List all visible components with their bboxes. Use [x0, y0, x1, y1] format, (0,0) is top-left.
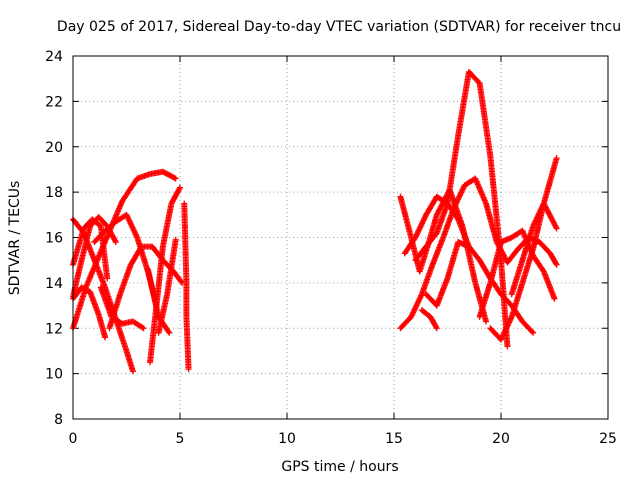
data-point: [433, 325, 440, 332]
series-arc-a5: [70, 284, 109, 341]
y-tick-label: 20: [45, 140, 63, 156]
data-point: [165, 328, 172, 335]
data-point: [178, 278, 185, 285]
x-tick-label: 10: [278, 431, 296, 447]
data-point: [185, 366, 192, 373]
data-point: [475, 79, 482, 86]
y-axis-label: SDTVAR / TECUs: [7, 181, 23, 296]
series-arc-b9: [418, 307, 440, 332]
data-point: [553, 261, 560, 268]
y-tick-label: 12: [45, 321, 63, 337]
x-tick-label: 20: [492, 431, 510, 447]
data-point: [129, 368, 136, 375]
data-point: [529, 328, 536, 335]
data-point: [553, 225, 560, 232]
series-arc-a11: [155, 236, 179, 336]
data-point: [104, 275, 111, 282]
series-arc-b8: [508, 200, 560, 298]
data-point: [530, 329, 537, 336]
data-point: [177, 184, 183, 191]
series-arc-b4: [401, 193, 472, 257]
data-point: [176, 185, 183, 192]
series-arc-a7: [97, 284, 147, 332]
data-point: [172, 175, 179, 182]
y-tick-label: 24: [45, 49, 63, 65]
data-point: [166, 329, 173, 336]
data-point: [553, 155, 560, 162]
y-tick-label: 22: [45, 94, 63, 110]
x-tick-label: 15: [385, 431, 403, 447]
data-point: [139, 324, 146, 331]
axis-ticks: 0 5 10 15 20 25 8 10 12 14 16 18 20 22 24: [45, 49, 617, 447]
y-tick-label: 18: [45, 185, 63, 201]
data-point: [433, 323, 440, 330]
x-axis-label: GPS time / hours: [281, 459, 398, 475]
y-tick-label: 16: [45, 231, 63, 247]
series-arc-a4: [70, 216, 111, 282]
data-point: [112, 239, 119, 246]
data-points: [70, 68, 560, 375]
data-point: [551, 295, 558, 302]
x-tick-label: 25: [599, 431, 617, 447]
y-tick-label: 10: [45, 367, 63, 383]
grid-lines: [73, 56, 608, 419]
data-point: [172, 236, 179, 243]
x-tick-label: 5: [176, 431, 185, 447]
data-point: [552, 260, 559, 267]
plot-frame: [72, 55, 609, 420]
data-point: [483, 318, 490, 325]
data-point: [102, 334, 109, 341]
data-point: [504, 343, 511, 350]
chart-title: Day 025 of 2017, Sidereal Day-to-day VTE…: [57, 19, 621, 35]
data-point: [112, 237, 119, 244]
data-point: [140, 325, 147, 332]
y-tick-label: 8: [54, 412, 63, 428]
series-arc-a12: [181, 200, 192, 373]
series-arc-b6: [476, 227, 558, 320]
series-arc-b7: [487, 155, 560, 343]
x-tick-label: 0: [69, 431, 78, 447]
series-arc-a10: [144, 266, 173, 336]
y-tick-label: 14: [45, 276, 63, 292]
data-point: [171, 174, 178, 181]
